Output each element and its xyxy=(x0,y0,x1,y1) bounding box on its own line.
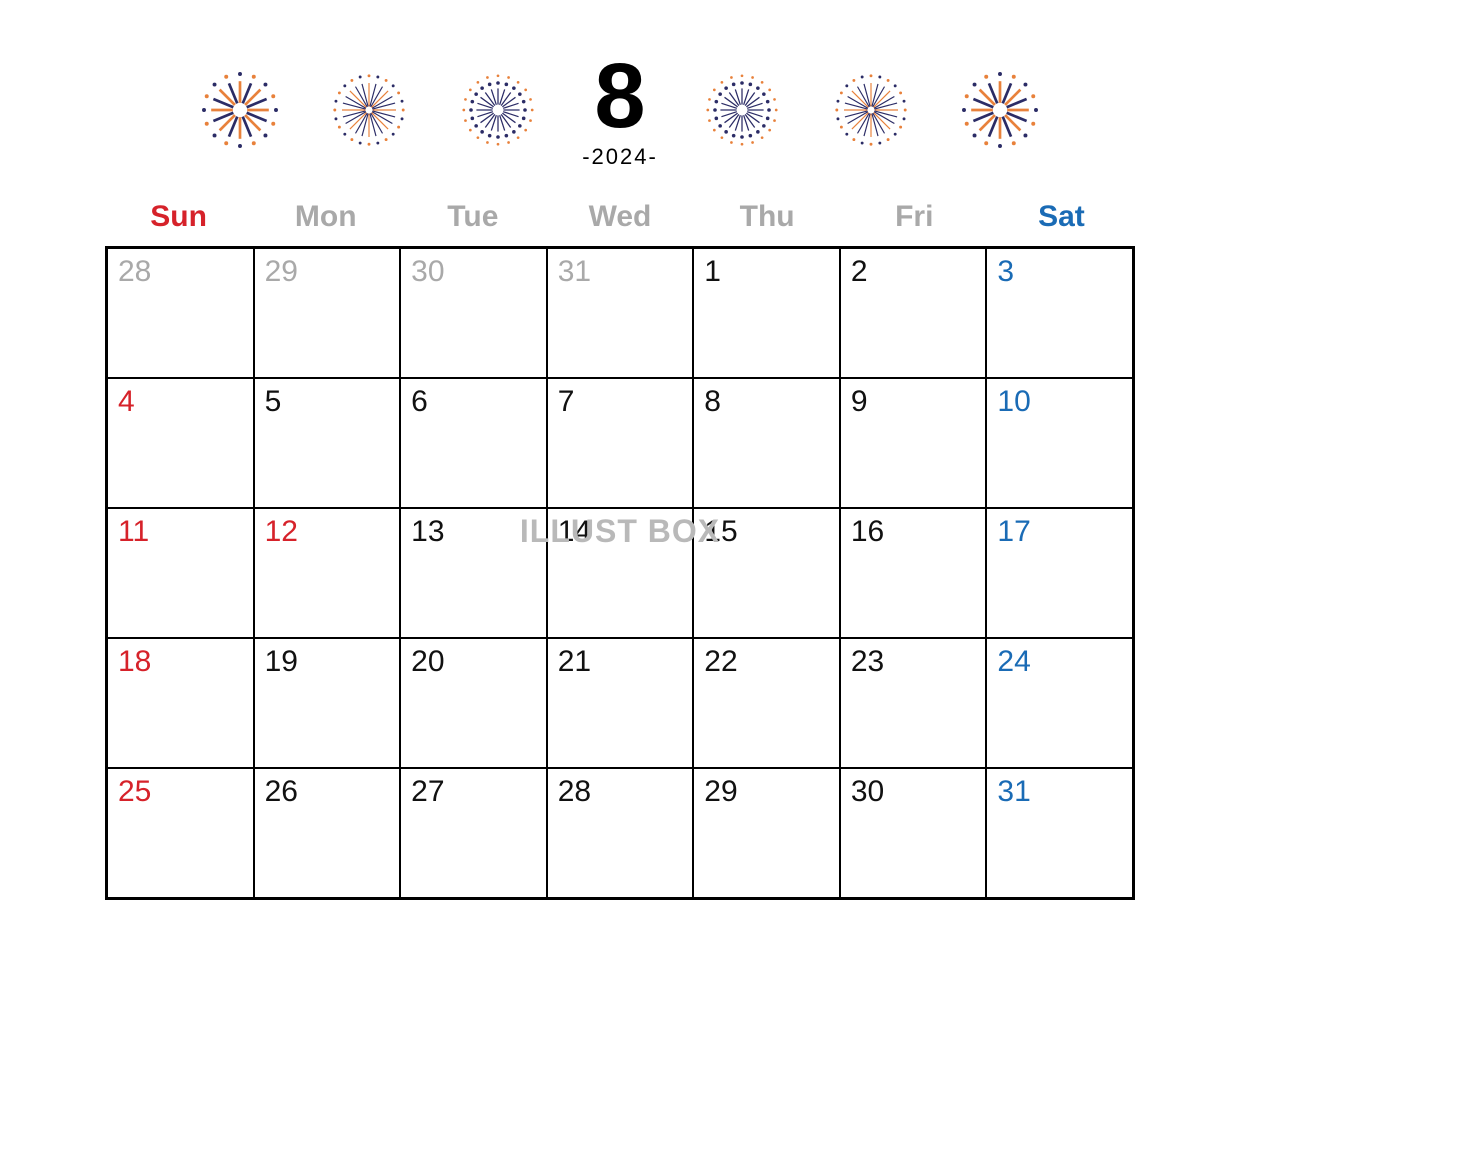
calendar-cell: 28 xyxy=(547,768,694,898)
day-name: Tue xyxy=(399,192,546,246)
calendar-cell: 2 xyxy=(840,248,987,378)
day-number: 2 xyxy=(851,255,868,288)
calendar-cell: 29 xyxy=(254,248,401,378)
day-names-row: SunMonTueWedThuFriSat xyxy=(105,192,1135,246)
day-number: 31 xyxy=(558,255,591,288)
firework-icon xyxy=(453,65,543,155)
day-number: 8 xyxy=(704,385,721,418)
calendar-cell: 11 xyxy=(107,508,254,638)
day-number: 12 xyxy=(265,515,298,548)
calendar-cell: 21 xyxy=(547,638,694,768)
calendar-cell: 31 xyxy=(986,768,1133,898)
day-number: 23 xyxy=(851,645,884,678)
day-number: 30 xyxy=(851,775,884,808)
day-number: 27 xyxy=(411,775,444,808)
day-number: 26 xyxy=(265,775,298,808)
day-number: 10 xyxy=(997,385,1030,418)
calendar-week: 28 29 30 31 1 2 3 xyxy=(107,248,1133,378)
firework-icon xyxy=(324,65,414,155)
day-name: Wed xyxy=(546,192,693,246)
day-number: 1 xyxy=(704,255,721,288)
day-number: 17 xyxy=(997,515,1030,548)
day-number: 15 xyxy=(704,515,737,548)
day-number: 29 xyxy=(265,255,298,288)
calendar-cell: 17 xyxy=(986,508,1133,638)
calendar-cell: 27 xyxy=(400,768,547,898)
calendar-week: 25 26 27 28 29 30 31 xyxy=(107,768,1133,898)
calendar-cell: 14 xyxy=(547,508,694,638)
calendar-cell: 28 xyxy=(107,248,254,378)
calendar-cell: 15 xyxy=(693,508,840,638)
day-number: 16 xyxy=(851,515,884,548)
firework-icon xyxy=(826,65,916,155)
month-number: 8 xyxy=(582,50,658,142)
day-name: Sun xyxy=(105,192,252,246)
day-number: 9 xyxy=(851,385,868,418)
year-label: -2024- xyxy=(582,144,658,170)
day-number: 30 xyxy=(411,255,444,288)
day-number: 14 xyxy=(558,515,591,548)
day-number: 25 xyxy=(118,775,151,808)
calendar-cell: 30 xyxy=(400,248,547,378)
calendar-cell: 18 xyxy=(107,638,254,768)
calendar-week: 4 5 6 7 8 9 10 xyxy=(107,378,1133,508)
firework-icon xyxy=(955,65,1045,155)
day-name: Sat xyxy=(988,192,1135,246)
calendar-cell: 5 xyxy=(254,378,401,508)
day-number: 28 xyxy=(118,255,151,288)
day-number: 31 xyxy=(997,775,1030,808)
day-name: Thu xyxy=(694,192,841,246)
day-number: 18 xyxy=(118,645,151,678)
day-number: 5 xyxy=(265,385,282,418)
calendar-cell: 1 xyxy=(693,248,840,378)
day-number: 13 xyxy=(411,515,444,548)
calendar: 8 -2024- SunMonTueWedThuFriSat 282930311… xyxy=(105,50,1135,900)
calendar-cell: 7 xyxy=(547,378,694,508)
calendar-cell: 12 xyxy=(254,508,401,638)
calendar-cell: 31 xyxy=(547,248,694,378)
day-number: 24 xyxy=(997,645,1030,678)
calendar-week: 11 12 13 14 15 16 17 xyxy=(107,508,1133,638)
calendar-cell: 30 xyxy=(840,768,987,898)
day-number: 22 xyxy=(704,645,737,678)
day-number: 7 xyxy=(558,385,575,418)
calendar-cell: 29 xyxy=(693,768,840,898)
calendar-cell: 10 xyxy=(986,378,1133,508)
calendar-cell: 8 xyxy=(693,378,840,508)
calendar-cell: 3 xyxy=(986,248,1133,378)
calendar-cell: 22 xyxy=(693,638,840,768)
firework-icon xyxy=(697,65,787,155)
day-number: 11 xyxy=(118,515,149,548)
firework-icon xyxy=(195,65,285,155)
day-number: 29 xyxy=(704,775,737,808)
calendar-cell: 20 xyxy=(400,638,547,768)
month-block: 8 -2024- xyxy=(582,50,658,170)
day-name: Mon xyxy=(252,192,399,246)
day-number: 4 xyxy=(118,385,135,418)
calendar-header: 8 -2024- xyxy=(105,50,1135,180)
calendar-cell: 9 xyxy=(840,378,987,508)
day-number: 20 xyxy=(411,645,444,678)
day-number: 28 xyxy=(558,775,591,808)
calendar-cell: 19 xyxy=(254,638,401,768)
calendar-cell: 4 xyxy=(107,378,254,508)
day-number: 19 xyxy=(265,645,298,678)
calendar-cell: 16 xyxy=(840,508,987,638)
calendar-cell: 24 xyxy=(986,638,1133,768)
calendar-grid: 2829303112345678910111213141516171819202… xyxy=(105,246,1135,900)
day-name: Fri xyxy=(841,192,988,246)
day-number: 21 xyxy=(558,645,591,678)
calendar-cell: 13 xyxy=(400,508,547,638)
calendar-cell: 25 xyxy=(107,768,254,898)
day-number: 6 xyxy=(411,385,428,418)
calendar-cell: 26 xyxy=(254,768,401,898)
day-number: 3 xyxy=(997,255,1014,288)
calendar-week: 18 19 20 21 22 23 24 xyxy=(107,638,1133,768)
calendar-cell: 6 xyxy=(400,378,547,508)
calendar-cell: 23 xyxy=(840,638,987,768)
